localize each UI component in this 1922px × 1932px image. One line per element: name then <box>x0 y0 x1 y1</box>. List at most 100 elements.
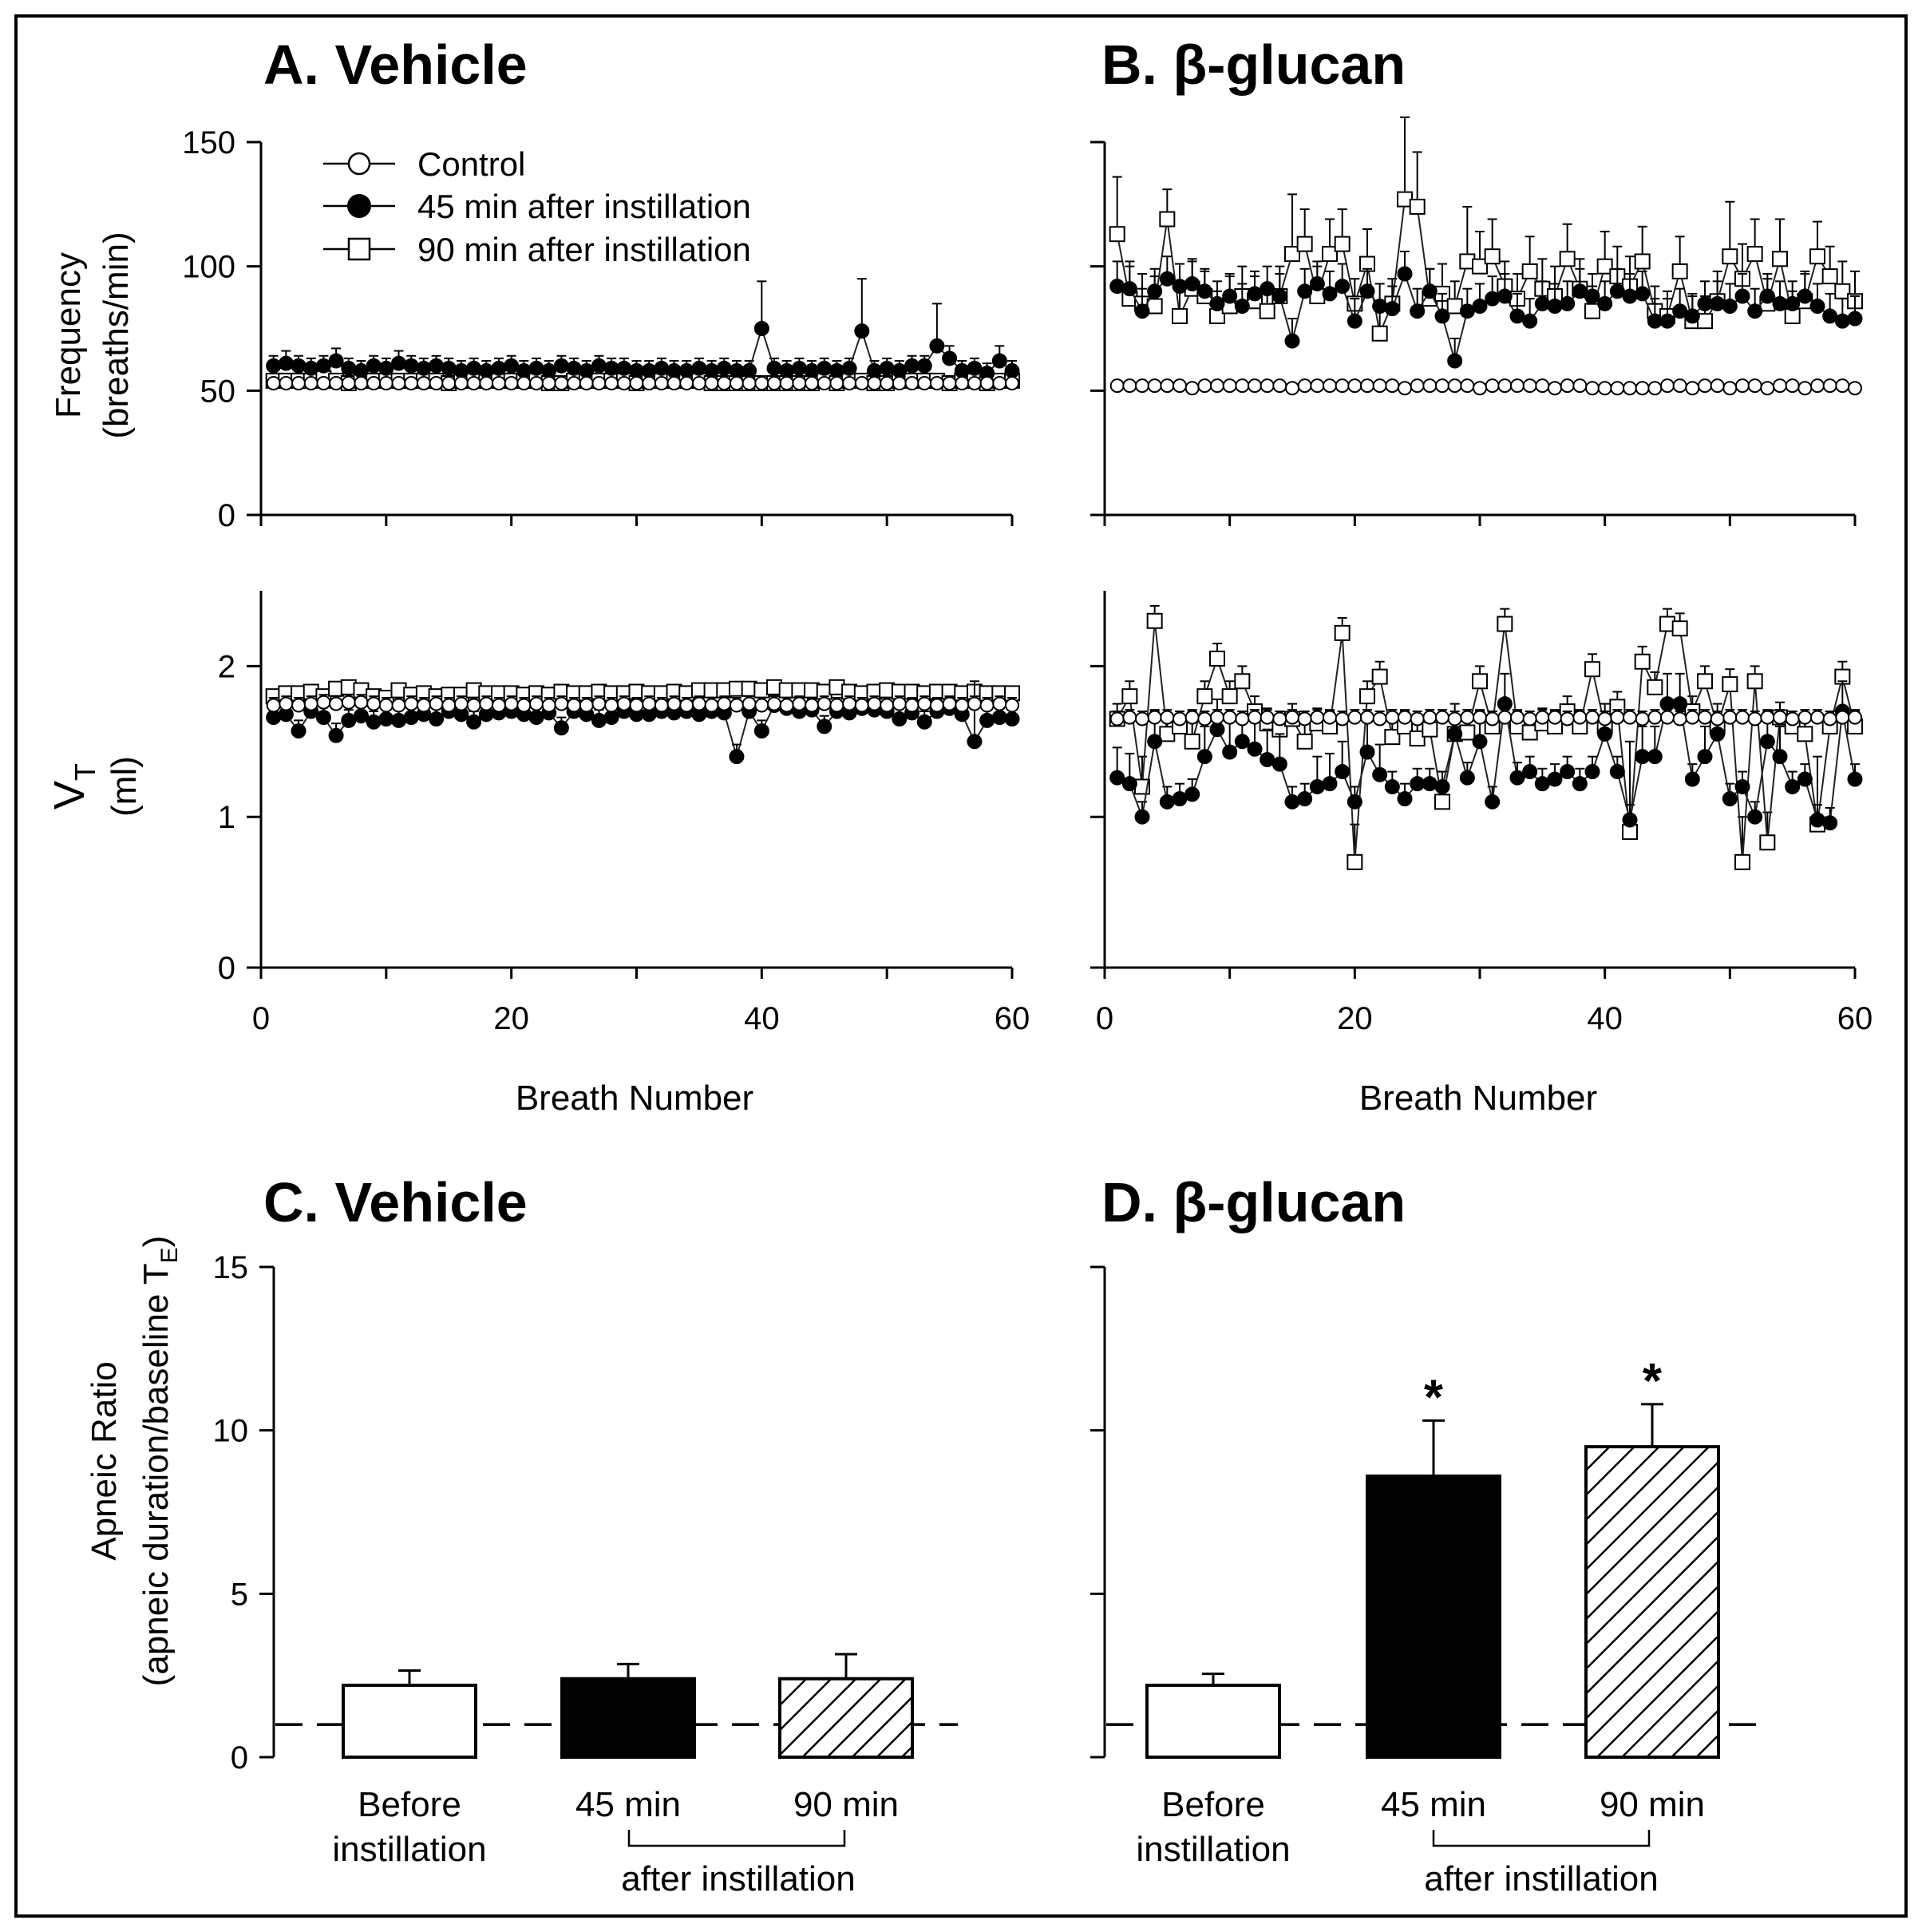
data-point <box>1634 653 1651 670</box>
data-point <box>453 362 469 378</box>
data-point <box>1484 248 1501 265</box>
data-point <box>1785 378 1800 394</box>
y-tick-label: 50 <box>200 374 236 409</box>
legend-marker-control <box>347 152 371 176</box>
legend-item-45min: 45 min after instillation <box>323 188 751 225</box>
data-point <box>1447 711 1462 726</box>
data-point <box>1309 275 1325 291</box>
data-point <box>967 696 982 711</box>
data-point <box>504 696 519 711</box>
data-point <box>391 712 407 728</box>
data-point <box>1322 286 1338 302</box>
data-point <box>1359 744 1375 760</box>
data-point <box>616 696 631 711</box>
data-point <box>1247 741 1263 757</box>
data-point <box>1335 279 1351 295</box>
significance-marker: * <box>1643 1354 1663 1409</box>
data-point <box>1572 378 1588 394</box>
data-point <box>1773 378 1787 394</box>
data-point <box>1296 236 1313 252</box>
apneic-ylabel-sub: E <box>156 1247 183 1263</box>
data-point <box>1222 710 1237 725</box>
data-point <box>1472 673 1488 690</box>
data-point <box>1109 279 1125 295</box>
data-point <box>1822 378 1837 394</box>
data-point <box>266 375 281 390</box>
data-point <box>441 698 457 713</box>
data-point <box>1747 378 1762 394</box>
data-point <box>1196 749 1212 765</box>
data-point <box>1772 251 1788 267</box>
data-point <box>391 375 406 390</box>
data-point <box>1685 710 1700 725</box>
data-point <box>1122 710 1137 725</box>
data-point <box>1647 749 1663 765</box>
data-point <box>1647 381 1663 396</box>
data-point <box>979 375 995 390</box>
y-tick-label: 100 <box>182 250 235 285</box>
data-point <box>1397 266 1413 282</box>
data-point <box>1422 378 1438 394</box>
data-point <box>691 696 706 711</box>
data-point <box>917 375 932 390</box>
data-point <box>366 375 382 390</box>
data-point <box>742 696 757 711</box>
data-point <box>1460 710 1475 725</box>
plot-vt-bglucan: 0 20 40 60 <box>1090 591 1873 1036</box>
data-point <box>1635 711 1650 726</box>
data-point <box>691 375 706 390</box>
data-point <box>1447 378 1462 394</box>
series-control <box>1109 378 1862 396</box>
data-point <box>1835 710 1850 725</box>
data-point <box>1534 295 1550 311</box>
data-point <box>829 698 844 713</box>
data-point <box>1847 311 1863 327</box>
y-tick-label: 2 <box>218 649 235 684</box>
data-point <box>1497 378 1513 394</box>
data-point <box>1372 766 1388 782</box>
data-point <box>1235 711 1250 726</box>
data-point <box>1698 710 1712 725</box>
data-point <box>1322 246 1338 263</box>
data-point <box>1634 253 1651 270</box>
data-point <box>1747 809 1763 825</box>
data-point <box>316 695 331 710</box>
data-point <box>1397 791 1413 807</box>
data-point <box>792 375 807 390</box>
data-point <box>1409 730 1426 747</box>
data-point <box>1398 710 1412 725</box>
data-point <box>817 696 832 711</box>
x-tick-label: 40 <box>744 1001 780 1036</box>
data-point <box>1785 711 1800 726</box>
data-point <box>1323 378 1337 394</box>
data-point <box>1384 778 1400 794</box>
data-point <box>1372 298 1388 314</box>
data-point <box>366 696 382 711</box>
data-point <box>1485 291 1501 307</box>
data-point <box>266 698 281 713</box>
data-point <box>1797 710 1813 725</box>
data-point <box>1422 283 1438 299</box>
data-point <box>466 714 482 730</box>
data-point <box>591 358 607 374</box>
data-point <box>942 696 957 711</box>
data-point <box>604 375 619 390</box>
data-point <box>1759 288 1775 304</box>
data-point <box>1335 764 1351 780</box>
data-point <box>880 375 895 390</box>
data-point <box>854 698 869 713</box>
data-point <box>1460 378 1475 394</box>
data-point <box>991 353 1007 369</box>
apneic-ylabel-line1: Apneic Ratio <box>85 1361 124 1560</box>
data-point <box>1772 749 1788 765</box>
data-point <box>1635 381 1650 396</box>
data-point <box>767 375 782 390</box>
data-point <box>1271 288 1287 304</box>
data-point <box>491 360 507 376</box>
data-point <box>1473 381 1487 396</box>
data-point <box>1285 710 1299 725</box>
data-point <box>1121 776 1137 792</box>
data-point <box>1623 381 1637 396</box>
data-point <box>829 375 844 390</box>
data-point <box>766 360 782 376</box>
